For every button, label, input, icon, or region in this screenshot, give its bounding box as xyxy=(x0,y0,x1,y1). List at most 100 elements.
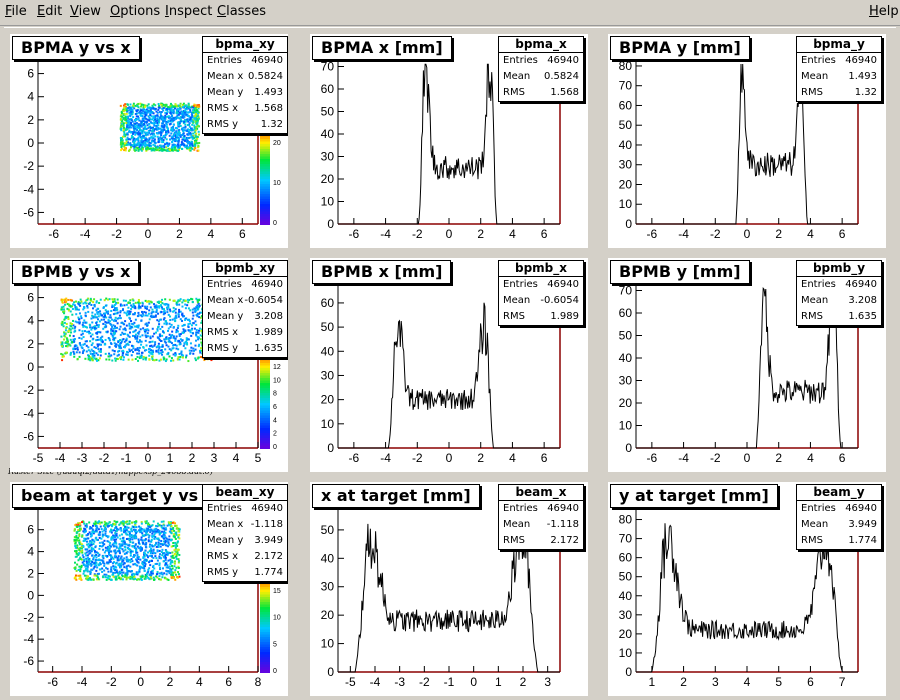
h2-cell xyxy=(184,300,187,303)
menu-file[interactable]: File xyxy=(5,4,27,19)
palette-cell xyxy=(260,209,270,213)
h2-cell xyxy=(89,359,92,362)
h2-cell xyxy=(64,332,67,335)
h2-cell xyxy=(157,545,160,548)
h2-cell xyxy=(119,143,122,146)
palette-cell xyxy=(260,667,270,671)
pad-beam_y[interactable]: 1 2 3 4 5 6 7 0 10 20 30 40 50 60 70 80 y at target [mm]… xyxy=(608,482,886,696)
h2-cell xyxy=(157,537,160,540)
h2-cell xyxy=(74,348,77,351)
pad-bpmb_y[interactable]: -6 -4 -2 0 2 4 6 0 10 20 30 40 50 60 70 BPMB y [mm] bpmb… xyxy=(608,258,886,472)
menu-options[interactable]: Options xyxy=(110,4,161,19)
h2-cell xyxy=(140,130,143,133)
stats-row: Entries 46940 xyxy=(499,501,583,517)
h2-cell xyxy=(84,539,87,542)
pad-bpmb_xy[interactable]: -5 -4 -3 -2 -1 0 1 2 3 4 5 -6 -4 -2 0 2 4 6 0 2 4 6 8 10 12 BPMB … xyxy=(10,258,288,472)
h2-cell xyxy=(175,301,178,304)
h2-cell xyxy=(160,125,163,128)
stats-value: 46940 xyxy=(845,55,877,66)
h2-cell xyxy=(175,347,178,350)
h2-cell xyxy=(170,109,173,112)
h2-cell xyxy=(178,108,181,111)
h2-cell xyxy=(133,576,136,579)
h2-cell xyxy=(177,561,180,564)
h2-cell xyxy=(78,534,81,537)
stats-value: 1.989 xyxy=(550,311,579,322)
h2-cell xyxy=(187,146,190,149)
h2-cell xyxy=(124,149,127,152)
h2-cell xyxy=(150,577,153,580)
h2-cell xyxy=(118,349,121,352)
h2-cell xyxy=(187,130,190,133)
y-tick-label: 50 xyxy=(321,523,335,537)
h2-cell xyxy=(105,321,108,324)
h2-cell xyxy=(90,328,93,331)
h2-cell xyxy=(154,555,157,558)
h2-cell xyxy=(136,142,139,145)
h2-cell xyxy=(150,549,153,552)
h2-cell xyxy=(97,559,100,562)
h2-cell xyxy=(193,107,196,110)
menu-classes[interactable]: Classes xyxy=(217,4,266,19)
h2-cell xyxy=(96,331,99,334)
y-tick-label: 6 xyxy=(27,291,34,305)
h2-cell xyxy=(85,534,88,537)
h2-cell xyxy=(140,538,143,541)
h2-cell xyxy=(165,553,168,556)
pad-beam_xy[interactable]: -6 -4 -2 0 2 4 6 8 -6 -4 -2 0 2 4 6 0 5 10 15 beam at targe… xyxy=(10,482,288,696)
h2-cell xyxy=(118,552,121,555)
h2-cell xyxy=(104,320,107,323)
menu-help[interactable]: Help xyxy=(869,4,899,19)
h2-cell xyxy=(163,308,166,311)
h2-cell xyxy=(126,523,129,526)
h2-cell xyxy=(90,532,93,535)
h2-cell xyxy=(101,570,104,573)
stats-key: RMS xyxy=(503,87,525,98)
h2-cell xyxy=(146,575,149,578)
h2-cell xyxy=(85,554,88,557)
h2-cell xyxy=(159,113,162,116)
h2-cell xyxy=(146,328,149,331)
h2-cell xyxy=(195,297,198,300)
h2-cell xyxy=(107,312,110,315)
h2-cell xyxy=(67,316,70,319)
h2-cell xyxy=(195,329,198,332)
pad-bpma_x[interactable]: -6 -4 -2 0 2 4 6 0 10 20 30 40 50 60 70 BPMA x [mm] bpma… xyxy=(310,34,588,248)
h2-points xyxy=(119,102,201,152)
h2-cell xyxy=(149,133,152,136)
h2-cell xyxy=(178,308,181,311)
palette-cell xyxy=(260,592,270,596)
h2-cell xyxy=(69,304,72,307)
pad-bpma_y[interactable]: -6 -4 -2 0 2 4 6 0 10 20 30 40 50 60 70 80 BPMA y [mm] bp… xyxy=(608,34,886,248)
menu-edit[interactable]: Edit xyxy=(37,4,63,19)
pad-bpma_xy[interactable]: -6 -4 -2 0 2 4 6 -6 -4 -2 0 2 4 6 0 10 20 BPMA y vs x bpma… xyxy=(10,34,288,248)
pad-beam_x[interactable]: -5 -4 -3 -2 -1 0 1 2 3 0 10 20 30 40 50 x at target [mm… xyxy=(310,482,588,696)
h2-cell xyxy=(185,338,188,341)
h2-cell xyxy=(108,298,111,301)
h2-cell xyxy=(90,357,93,360)
h2-cell xyxy=(108,578,111,581)
h2-cell xyxy=(167,545,170,548)
h1-histogram-line xyxy=(636,63,858,225)
h2-cell xyxy=(123,104,126,107)
menu-inspect[interactable]: Inspect xyxy=(165,4,213,19)
h2-cell xyxy=(159,133,162,136)
h2-cell xyxy=(113,303,116,306)
palette-cell xyxy=(260,632,270,636)
h2-cell xyxy=(127,301,130,304)
h2-cell xyxy=(124,103,127,106)
root-canvas[interactable]: Raster Size (/adaql2/data1/happexsp_2468… xyxy=(4,27,896,698)
h2-cell xyxy=(183,342,186,345)
h2-cell xyxy=(181,127,184,130)
h2-cell xyxy=(179,135,182,138)
menu-view[interactable]: View xyxy=(70,4,101,19)
h2-cell xyxy=(172,337,175,340)
h2-cell xyxy=(126,520,129,523)
h2-cell xyxy=(130,110,133,113)
h2-cell xyxy=(151,340,154,343)
h2-cell xyxy=(158,140,161,143)
h2-cell xyxy=(151,353,154,356)
pad-bpmb_x[interactable]: -6 -4 -2 0 2 4 6 0 10 20 30 40 50 60 BPMB x [mm] bpmb_x… xyxy=(310,258,588,472)
h2-cell xyxy=(143,328,146,331)
h2-cell xyxy=(158,346,161,349)
